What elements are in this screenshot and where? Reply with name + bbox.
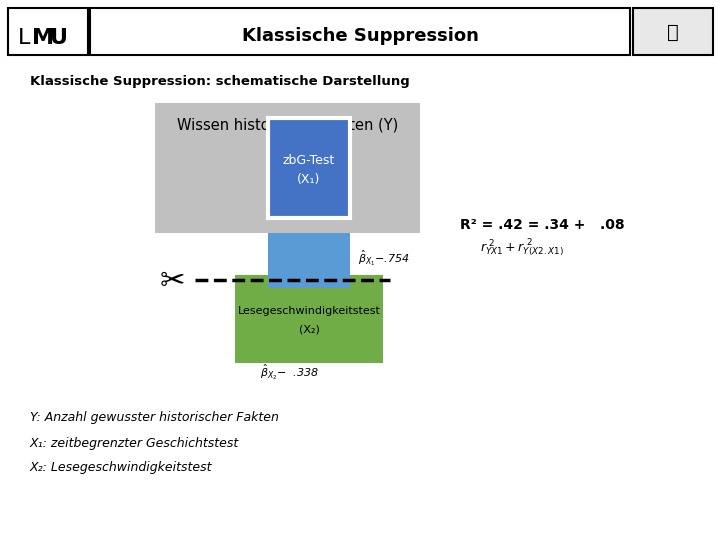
Text: Klassische Suppression: schematische Darstellung: Klassische Suppression: schematische Dar… xyxy=(30,76,410,89)
Text: L: L xyxy=(18,28,30,48)
Text: R² = .42 = .34 +   .08: R² = .42 = .34 + .08 xyxy=(460,218,625,232)
Text: Lesegeschwindigkeitstest: Lesegeschwindigkeitstest xyxy=(238,306,380,316)
Text: X₁: zeitbegrenzter Geschichtstest: X₁: zeitbegrenzter Geschichtstest xyxy=(30,436,239,449)
Text: ✂: ✂ xyxy=(159,267,185,296)
Text: Y: Anzahl gewusster historischer Fakten: Y: Anzahl gewusster historischer Fakten xyxy=(30,411,279,424)
Text: 🏛: 🏛 xyxy=(667,23,679,42)
Text: $\hat{\beta}_{X_1}$−.754: $\hat{\beta}_{X_1}$−.754 xyxy=(358,248,410,268)
Bar xyxy=(268,118,350,218)
Text: U: U xyxy=(50,28,68,48)
Text: X₂: Lesegeschwindigkeitstest: X₂: Lesegeschwindigkeitstest xyxy=(30,462,212,475)
Text: (X₁): (X₁) xyxy=(297,173,320,186)
Bar xyxy=(268,233,350,288)
Bar xyxy=(633,8,713,55)
Text: Wissen historischer Fakten (Y): Wissen historischer Fakten (Y) xyxy=(177,118,398,132)
Text: Klassische Suppression: Klassische Suppression xyxy=(242,27,478,45)
Bar xyxy=(235,275,383,363)
Bar xyxy=(155,103,420,233)
Text: $r_{YX1}^{\ 2}+r_{Y(X2.X1)}^{\ 2}$: $r_{YX1}^{\ 2}+r_{Y(X2.X1)}^{\ 2}$ xyxy=(480,237,564,259)
Bar xyxy=(90,8,630,55)
Text: (X₂): (X₂) xyxy=(299,324,320,334)
Text: $\hat{\beta}_{X_2}$−  .338: $\hat{\beta}_{X_2}$− .338 xyxy=(260,362,319,382)
Text: M: M xyxy=(32,28,54,48)
Text: zbG-Test: zbG-Test xyxy=(283,153,335,166)
Bar xyxy=(8,8,88,55)
